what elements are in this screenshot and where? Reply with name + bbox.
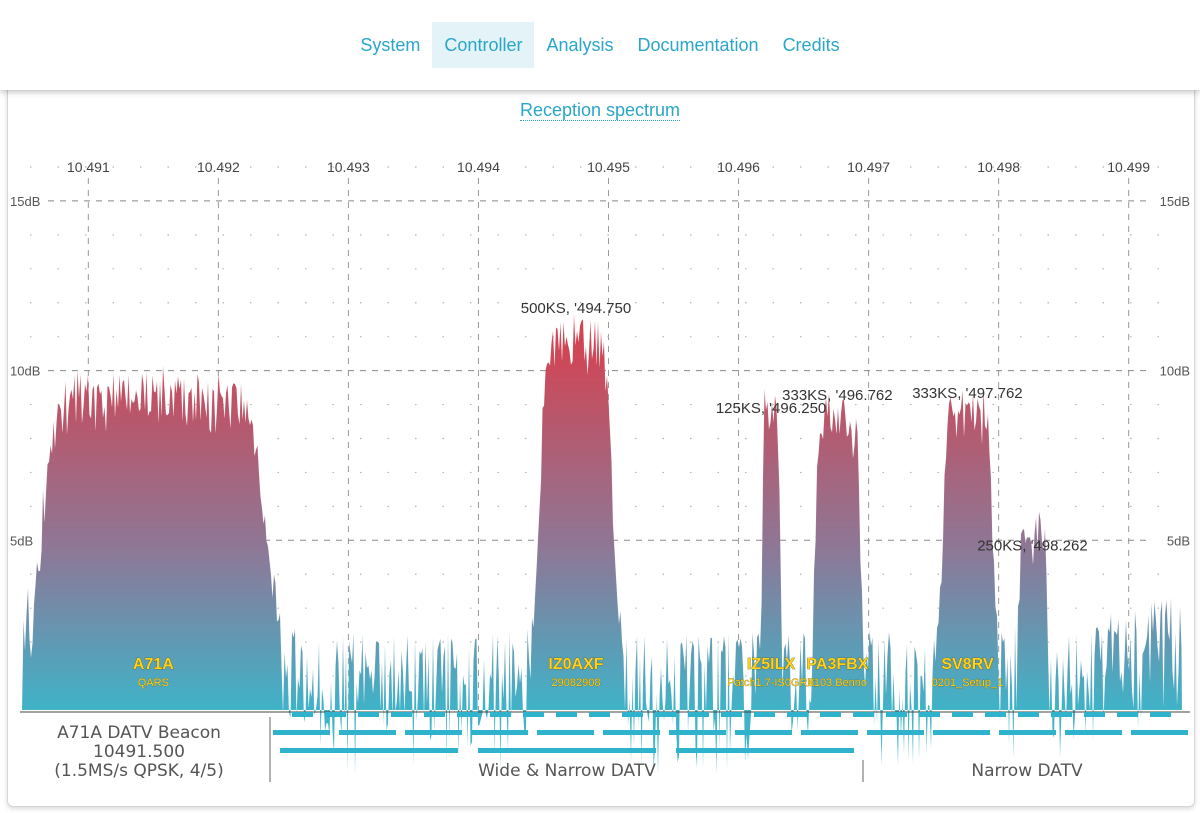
band-allocation-dashes [273,712,1188,753]
band-dash-row1-4 [424,712,445,717]
band-dash-row2-8 [801,730,858,735]
spectrum-title-link[interactable]: Reception spectrum [519,100,681,121]
band-dash-row1-6 [490,712,511,717]
band-dash-row1-13 [721,712,742,717]
band-dash-row1-20 [952,712,973,717]
x-tick-label-2: 10.493 [327,159,370,175]
signal-symbol-rate-label-3: 333KS, '496.762 [782,387,892,404]
beacon-label-line3: (1.5MS/s QPSK, 4/5) [54,761,224,781]
wide-narrow-label: Wide & Narrow DATV [478,761,656,781]
band-legend: A71A DATV Beacon 10491.500 (1.5MS/s QPSK… [20,711,1190,782]
y-tick-label-left-10: 10dB [10,364,40,379]
x-tick-labels: 10.491 10.492 10.493 10.494 10.495 10.496 10.4… [67,159,1150,175]
band-dash-row2-1 [339,730,396,735]
x-tick-label-5: 10.496 [717,159,760,175]
nav-credits[interactable]: Credits [782,35,840,55]
beacon-label-line2: 10491.500 [93,742,185,762]
x-tick-label-8: 10.499 [1107,159,1150,175]
signal-symbol-rate-label-4: 333KS, '497.762 [912,385,1022,402]
spectrum-area [22,313,1182,775]
band-dash-row2-9 [867,730,924,735]
nav-documentation[interactable]: Documentation [637,35,759,55]
nav-system[interactable]: System [360,35,421,55]
spectrum-outline [21,313,1183,775]
spectrum-trace [21,313,1183,775]
x-tick-label-1: 10.492 [197,159,240,175]
nav-links: System Controller Analysis Documentation… [0,22,1200,68]
band-dash-row1-0 [292,712,313,717]
band-dash-row1-14 [754,712,775,717]
beacon-label-line1: A71A DATV Beacon [57,723,221,743]
band-dash-row1-17 [853,712,874,717]
signal-detail-0: QARS [138,677,169,689]
x-tick-label-4: 10.495 [587,159,630,175]
band-dash-row2-3 [471,730,528,735]
band-dash-row1-8 [556,712,577,717]
signal-detail-3: 0103.Benno [808,677,867,689]
x-tick-label-6: 10.497 [847,159,890,175]
band-dash-row1-9 [589,712,610,717]
spectrum-title: Reception spectrum [0,100,1200,121]
signal-callsign-0: A71A [133,656,174,673]
band-dash-row2-4 [537,730,594,735]
band-dash-row1-2 [358,712,379,717]
band-dash-row2-13 [1131,730,1188,735]
y-tick-label-right-5: 5dB [1167,533,1190,548]
narrow-label: Narrow DATV [971,761,1083,781]
band-dash-row1-22 [1018,712,1039,717]
band-dash-row1-1 [325,712,346,717]
band-dash-row2-10 [933,730,990,735]
y-tick-label-right-10: 10dB [1160,364,1190,379]
band-dash-row1-18 [886,712,907,717]
band-dash-row2-11 [999,730,1056,735]
band-dash-row3-0 [280,748,458,753]
band-dash-row1-16 [820,712,841,717]
band-dash-row1-15 [787,712,808,717]
nav-analysis[interactable]: Analysis [546,35,614,55]
band-dash-row2-7 [735,730,792,735]
x-tick-label-0: 10.491 [67,159,110,175]
top-navigation: System Controller Analysis Documentation… [0,0,1200,90]
band-dash-row3-1 [478,748,656,753]
band-dash-row2-2 [405,730,462,735]
band-dash-row1-12 [688,712,709,717]
signal-symbol-rate-label-1: 500KS, '494.750 [521,300,631,317]
signal-callsign-1: IZ0AXF [548,656,603,673]
x-tick-label-7: 10.498 [977,159,1020,175]
band-dash-row1-24 [1084,712,1105,717]
band-dash-row2-12 [1065,730,1122,735]
band-dash-row1-7 [523,712,544,717]
signal-callsign-4: SV8RV [941,656,994,673]
band-dash-row1-11 [655,712,676,717]
band-dash-row1-3 [391,712,412,717]
band-dash-row2-5 [603,730,660,735]
band-dash-row1-5 [457,712,478,717]
band-dash-row1-26 [1150,712,1171,717]
signal-symbol-rate-label-2: 125KS, '496.250 [716,400,826,417]
y-tick-labels: 5dB 5dB 10dB 10dB 15dB 15dB [10,194,1190,548]
signal-callsign-2: IZ5ILX [747,656,795,673]
nav-controller[interactable]: Controller [432,22,535,68]
signal-callsign-3: PA3FBX [806,656,868,673]
signal-detail-1: 29082908 [552,677,601,689]
signal-detail-4: 0201_Setup_1 [932,677,1004,689]
y-tick-label-left-5: 5dB [10,533,33,548]
band-dash-row1-19 [919,712,940,717]
x-tick-label-3: 10.494 [457,159,500,175]
y-tick-label-left-15: 15dB [10,194,40,209]
band-dash-row1-23 [1051,712,1072,717]
band-dash-row1-21 [985,712,1006,717]
band-dash-row2-0 [273,730,330,735]
signal-symbol-rate-label-5: 250KS, '498.262 [977,537,1087,554]
y-tick-label-right-15: 15dB [1160,194,1190,209]
signal-labels: A71A QARS 500KS, '494.750 IZ0AXF 29082908 125… [133,300,1088,689]
band-dash-row1-10 [622,712,643,717]
signal-detail-2: Patch1.7-IS0GRX [727,677,815,689]
band-dash-row2-6 [669,730,726,735]
band-dash-row1-25 [1117,712,1138,717]
band-dash-row3-2 [676,748,854,753]
